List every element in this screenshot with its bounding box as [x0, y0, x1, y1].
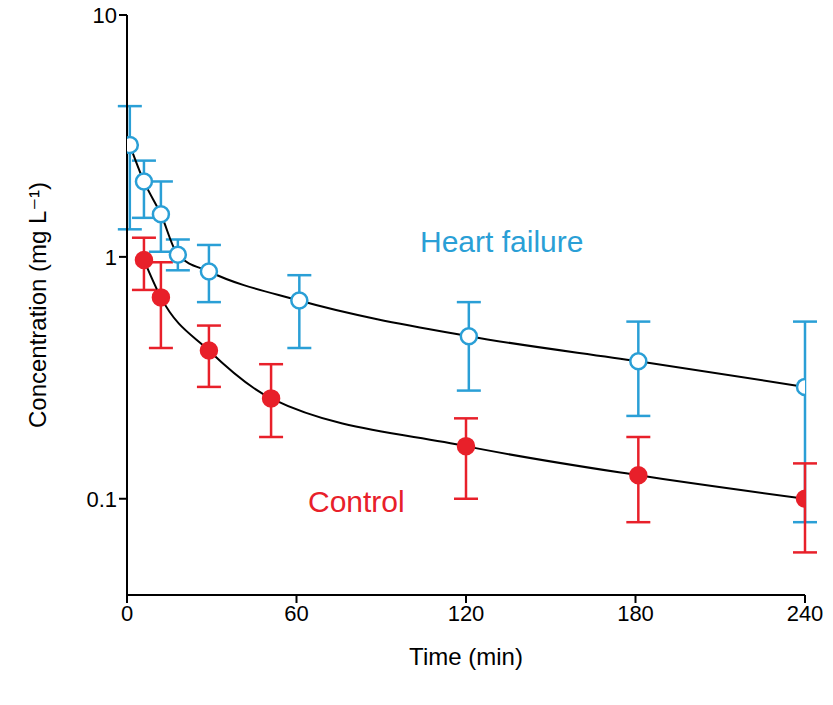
svg-text:1: 1	[105, 245, 117, 270]
svg-text:10: 10	[93, 3, 117, 28]
svg-text:Concentration (mg L⁻¹): Concentration (mg L⁻¹)	[24, 182, 51, 428]
svg-text:Time (min): Time (min)	[409, 643, 523, 670]
svg-text:120: 120	[448, 601, 485, 626]
svg-text:240: 240	[787, 601, 824, 626]
html-text:Heart failure: Heart failure	[420, 225, 584, 258]
svg-text:60: 60	[284, 601, 308, 626]
svg-text:0.1: 0.1	[86, 487, 117, 512]
html-text:Control: Control	[308, 485, 405, 518]
svg-text:180: 180	[617, 601, 654, 626]
svg-text:0: 0	[121, 601, 133, 626]
